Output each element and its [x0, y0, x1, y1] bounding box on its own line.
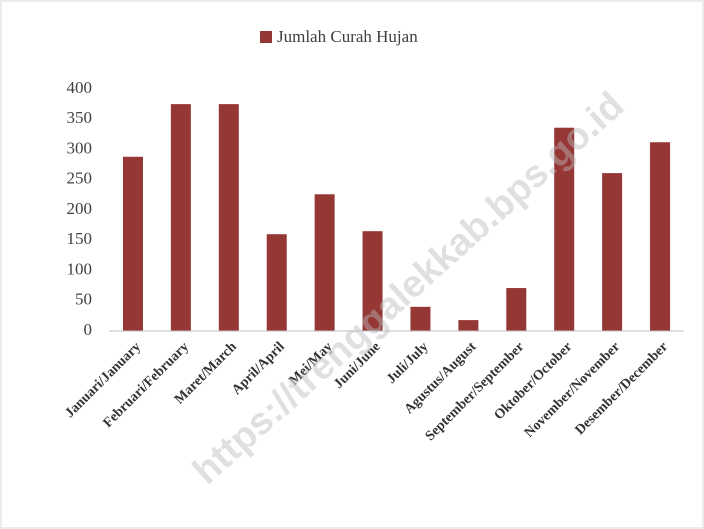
bar: [122, 156, 143, 331]
bar: [554, 127, 575, 331]
bar: [362, 231, 383, 331]
y-tick-label: 0: [84, 320, 93, 339]
bar: [506, 288, 527, 331]
y-tick-label: 100: [67, 259, 93, 278]
y-tick-label: 250: [67, 169, 93, 188]
y-tick-label: 150: [67, 229, 93, 248]
y-tick-label: 400: [67, 78, 93, 97]
y-tick-label: 300: [67, 138, 93, 157]
bar: [266, 234, 287, 331]
legend-swatch: [260, 31, 272, 43]
bar: [314, 194, 335, 331]
bar: [458, 320, 479, 331]
y-tick-label: 200: [67, 199, 93, 218]
legend-label: Jumlah Curah Hujan: [277, 27, 418, 46]
bar: [170, 104, 191, 331]
y-tick-label: 350: [67, 108, 93, 127]
bar: [650, 142, 671, 331]
bar: [410, 306, 431, 331]
bar: [602, 173, 623, 331]
bar: [218, 104, 239, 331]
y-tick-label: 50: [75, 290, 92, 309]
